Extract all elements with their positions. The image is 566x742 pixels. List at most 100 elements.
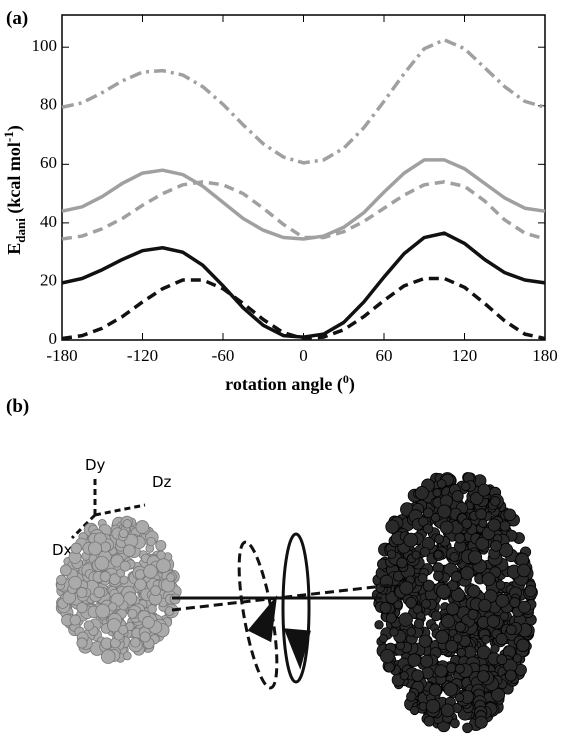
atom xyxy=(474,715,488,729)
atom xyxy=(76,602,88,614)
atom xyxy=(477,670,490,683)
atom xyxy=(449,551,460,562)
atom xyxy=(379,601,392,614)
atom xyxy=(379,634,388,643)
atom xyxy=(139,631,151,643)
atom xyxy=(122,651,132,661)
atom xyxy=(146,536,156,547)
atom xyxy=(495,633,508,646)
atom xyxy=(504,669,517,682)
y-tick-label: 20 xyxy=(40,270,57,289)
y-tick-label: 60 xyxy=(40,153,57,172)
panel-label: (b) xyxy=(6,396,29,417)
atom xyxy=(94,555,110,571)
atom xyxy=(467,584,481,598)
atom xyxy=(123,544,136,558)
atom xyxy=(437,504,452,519)
axis-name: Dz xyxy=(152,473,172,491)
atom xyxy=(406,627,417,637)
atom xyxy=(496,654,508,665)
atom xyxy=(516,638,530,652)
line-series xyxy=(61,158,546,241)
atom xyxy=(468,550,483,565)
atom xyxy=(130,637,141,648)
atom xyxy=(486,614,501,628)
atom xyxy=(433,550,443,560)
atom xyxy=(512,653,522,663)
atom xyxy=(476,645,491,660)
y-label-text: E xyxy=(4,243,24,255)
atom xyxy=(76,587,88,599)
atom xyxy=(70,542,82,555)
atom xyxy=(386,549,397,559)
atom xyxy=(491,687,506,702)
atom xyxy=(433,570,444,582)
y-label-sub: dani xyxy=(13,218,28,243)
atom xyxy=(118,528,129,539)
y-tick-label: 80 xyxy=(40,95,57,114)
atom xyxy=(68,575,82,590)
atom xyxy=(428,683,442,697)
atom xyxy=(499,520,511,532)
atom xyxy=(403,532,419,548)
atom xyxy=(56,574,67,586)
atom xyxy=(440,703,455,718)
atom xyxy=(490,540,502,552)
x-label-close: ) xyxy=(349,374,355,395)
atom xyxy=(413,618,425,629)
atom xyxy=(127,608,138,619)
atom xyxy=(445,639,459,653)
atom xyxy=(452,633,463,643)
atom xyxy=(454,621,466,633)
x-label-sup: 0 xyxy=(343,372,349,386)
atom xyxy=(385,519,400,534)
atom xyxy=(430,610,442,622)
atom xyxy=(477,483,491,497)
atom xyxy=(83,620,95,631)
atom xyxy=(435,630,450,644)
atom xyxy=(134,578,147,591)
atom xyxy=(469,491,484,506)
atom xyxy=(422,507,434,519)
y-label-close: ) xyxy=(4,125,25,131)
atom xyxy=(150,585,161,597)
atom xyxy=(379,648,395,664)
atom xyxy=(478,518,488,528)
atom xyxy=(119,560,131,572)
atom xyxy=(166,573,176,583)
atom xyxy=(422,579,435,592)
atom xyxy=(60,564,72,577)
atom xyxy=(385,612,397,624)
x-tick-label: -60 xyxy=(212,346,235,365)
atom xyxy=(100,649,116,664)
line-series xyxy=(61,180,546,241)
atom xyxy=(478,598,492,613)
x-label-text: rotation angle ( xyxy=(225,374,343,395)
atom xyxy=(461,481,471,492)
atom xyxy=(425,699,441,714)
atom xyxy=(423,715,435,727)
rotation-diagram xyxy=(171,532,393,690)
atom xyxy=(450,718,460,729)
atom xyxy=(95,603,111,619)
x-axis-label: rotation angle (0) xyxy=(225,372,355,395)
panel-label: (a) xyxy=(6,8,28,29)
atom xyxy=(405,596,417,609)
atom xyxy=(421,598,431,609)
atom xyxy=(518,600,531,614)
atom xyxy=(156,550,166,560)
atom xyxy=(439,520,454,535)
atom xyxy=(156,558,171,573)
atom xyxy=(69,614,81,626)
atom xyxy=(99,571,111,582)
atom xyxy=(495,593,510,608)
atom xyxy=(461,518,473,529)
atom xyxy=(430,512,441,523)
atom xyxy=(419,546,431,558)
y-axis-label: Edani (kcal mol-1) xyxy=(1,125,28,254)
y-tick-label: 40 xyxy=(40,212,57,231)
atom xyxy=(135,520,150,534)
atom xyxy=(418,516,429,527)
atom xyxy=(451,490,464,503)
